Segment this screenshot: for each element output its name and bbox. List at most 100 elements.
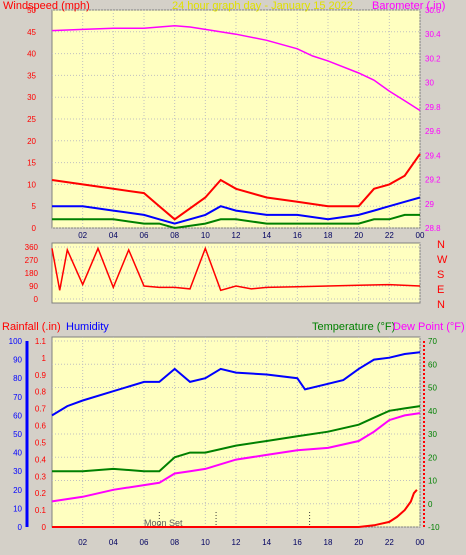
y-tick-label: 15 bbox=[27, 159, 36, 168]
humidity-tick-label: 80 bbox=[13, 374, 22, 383]
y-tick-label: 90 bbox=[29, 282, 38, 291]
temp-tick-label: -10 bbox=[428, 523, 440, 532]
x-tick-label: 14 bbox=[262, 231, 271, 240]
x-tick-label: 02 bbox=[78, 231, 87, 240]
y2-tick-label: 30.6 bbox=[425, 6, 441, 15]
y-tick-label: 50 bbox=[27, 6, 36, 15]
rain-tick-label: 0.8 bbox=[35, 388, 47, 397]
y-tick-label: 0 bbox=[32, 224, 37, 233]
y-tick-label: 40 bbox=[27, 50, 36, 59]
y-tick-label: 10 bbox=[27, 180, 36, 189]
x-tick-label: 04 bbox=[109, 231, 118, 240]
y-tick-label: 45 bbox=[27, 28, 36, 37]
x-tick-label: 14 bbox=[262, 538, 271, 547]
x-tick-label: 08 bbox=[170, 231, 179, 240]
humidity-axis-label: Humidity bbox=[66, 321, 109, 333]
compass-label: N bbox=[437, 299, 445, 311]
y2-tick-label: 28.8 bbox=[425, 224, 441, 233]
x-tick-label: 20 bbox=[354, 231, 363, 240]
humidity-tick-label: 20 bbox=[13, 486, 22, 495]
series-line bbox=[51, 412, 421, 503]
x-tick-label: 08 bbox=[170, 538, 179, 547]
temp-tick-label: 20 bbox=[428, 453, 437, 462]
wind-barometer-panel: 0 5 10 15 20 25 30 35 40 45 50 28.8 29 29.2 29.4 29.6 2… bbox=[3, 0, 445, 240]
series-line bbox=[52, 213, 420, 230]
x-tick-label: 18 bbox=[324, 538, 333, 547]
x-tick-label: 10 bbox=[201, 231, 210, 240]
y2-tick-label: 29.8 bbox=[425, 103, 441, 112]
temp-tick-label: 40 bbox=[428, 407, 437, 416]
y-tick-label: 20 bbox=[27, 137, 36, 146]
series-line bbox=[52, 489, 418, 528]
x-tick-label: 22 bbox=[385, 231, 394, 240]
graph-title: 24 hour graph day - January 15 2022 bbox=[172, 0, 353, 12]
barometer-axis-label: Barometer (.in) bbox=[372, 0, 445, 12]
x-tick-label: 00 bbox=[416, 538, 425, 547]
humidity-tick-label: 40 bbox=[13, 449, 22, 458]
y-tick-label: 360 bbox=[25, 243, 39, 252]
rain-tick-label: 0.6 bbox=[35, 422, 47, 431]
rain-tick-label: 0.5 bbox=[35, 438, 47, 447]
humidity-tick-label: 60 bbox=[13, 411, 22, 420]
windspeed-axis-label: Windspeed (mph) bbox=[3, 0, 90, 12]
temp-tick-label: 70 bbox=[428, 337, 437, 346]
series-line bbox=[51, 351, 421, 417]
y-tick-label: 25 bbox=[27, 115, 36, 124]
y-tick-label: 35 bbox=[27, 71, 36, 80]
x-tick-label: 06 bbox=[140, 231, 149, 240]
x-tick-label: 00 bbox=[416, 231, 425, 240]
rain-tick-label: 0.3 bbox=[35, 472, 47, 481]
rain-tick-label: 0 bbox=[42, 523, 47, 532]
x-tick-label: 16 bbox=[293, 538, 302, 547]
series-line bbox=[52, 405, 421, 473]
rain-tick-label: 0.9 bbox=[35, 371, 47, 380]
rain-tick-label: 0.2 bbox=[35, 489, 47, 498]
rain-tick-label: 1.1 bbox=[35, 337, 47, 346]
humidity-tick-label: 100 bbox=[9, 337, 23, 346]
rain-tick-label: 0.4 bbox=[35, 455, 47, 464]
humidity-tick-label: 0 bbox=[18, 523, 23, 532]
temp-tick-label: 10 bbox=[428, 477, 437, 486]
humidity-tick-label: 70 bbox=[13, 393, 22, 402]
y-tick-label: 270 bbox=[25, 256, 39, 265]
wind-direction-line bbox=[51, 246, 421, 292]
y-tick-label: 180 bbox=[25, 269, 39, 278]
y-tick-label: 0 bbox=[34, 295, 39, 304]
moon-set-annotation: Moon Set bbox=[144, 518, 183, 528]
series-line bbox=[52, 196, 421, 225]
y2-tick-label: 30.2 bbox=[425, 54, 441, 63]
series-line bbox=[51, 153, 421, 221]
rain-tick-label: 1 bbox=[42, 354, 47, 363]
x-tick-label: 12 bbox=[232, 231, 241, 240]
x-tick-label: 16 bbox=[293, 231, 302, 240]
rainfall-axis-label: Rainfall (.in) bbox=[2, 321, 61, 333]
x-tick-label: 04 bbox=[109, 538, 118, 547]
y-tick-label: 30 bbox=[27, 93, 36, 102]
compass-label: E bbox=[437, 284, 444, 296]
x-tick-label: 02 bbox=[78, 538, 87, 547]
y-tick-label: 5 bbox=[32, 202, 37, 211]
x-tick-label: 06 bbox=[140, 538, 149, 547]
x-tick-label: 18 bbox=[324, 231, 333, 240]
compass-label: N bbox=[437, 239, 445, 251]
humidity-tick-label: 90 bbox=[13, 356, 22, 365]
series-line bbox=[51, 24, 421, 112]
temp-tick-label: 30 bbox=[428, 430, 437, 439]
temp-tick-label: 60 bbox=[428, 360, 437, 369]
humidity-tick-label: 10 bbox=[13, 504, 22, 513]
y2-tick-label: 29.2 bbox=[425, 176, 441, 185]
temp-tick-label: 50 bbox=[428, 384, 437, 393]
temp-tick-label: 0 bbox=[428, 500, 433, 509]
compass-label: S bbox=[437, 269, 444, 281]
x-tick-label: 20 bbox=[354, 538, 363, 547]
x-tick-label: 22 bbox=[385, 538, 394, 547]
compass-label: W bbox=[437, 254, 448, 266]
y2-tick-label: 29.6 bbox=[425, 127, 441, 136]
temp-humidity-panel: 010203040506070809010000.10.20.30.40.50.… bbox=[2, 321, 465, 547]
humidity-tick-label: 50 bbox=[13, 430, 22, 439]
y2-tick-label: 29 bbox=[425, 200, 434, 209]
temperature-axis-label: Temperature (°F) bbox=[312, 321, 395, 333]
x-tick-label: 12 bbox=[232, 538, 241, 547]
